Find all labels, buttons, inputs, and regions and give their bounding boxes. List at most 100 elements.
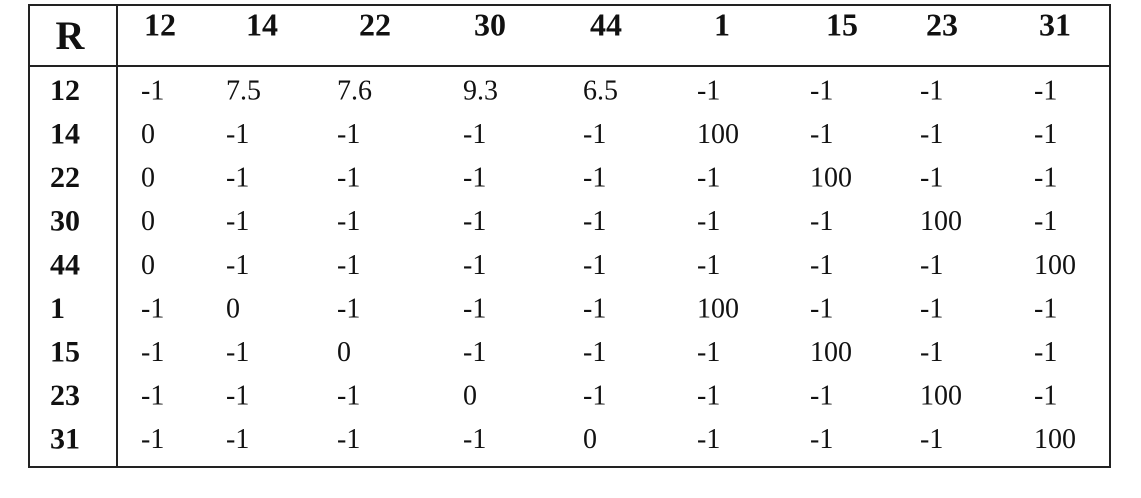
row-label: 44 [50, 248, 80, 281]
cell: -1 [226, 250, 249, 281]
cell: -1 [810, 250, 833, 281]
cell: -1 [697, 206, 720, 237]
cell: -1 [1034, 163, 1057, 194]
cell: 6.5 [583, 75, 618, 106]
cell: -1 [463, 293, 486, 324]
cell: -1 [463, 424, 486, 455]
cell: 100 [697, 293, 739, 324]
cell: -1 [1034, 337, 1057, 368]
row-label: 12 [50, 74, 80, 107]
column-header: 1 [714, 6, 730, 42]
cell: -1 [810, 206, 833, 237]
cell: -1 [226, 424, 249, 455]
cell: -1 [141, 381, 164, 412]
row-label: 23 [50, 379, 80, 412]
column-header: 30 [474, 6, 506, 42]
row-label: 15 [50, 335, 80, 368]
corner-label: R [56, 13, 86, 58]
cell: -1 [920, 337, 943, 368]
cell: -1 [697, 381, 720, 412]
cell: -1 [697, 424, 720, 455]
cell: -1 [463, 119, 486, 150]
cell: -1 [583, 381, 606, 412]
cell: 0 [583, 424, 597, 455]
cell: -1 [1034, 75, 1057, 106]
row-label: 14 [50, 117, 80, 150]
cell: -1 [920, 250, 943, 281]
column-header: 31 [1039, 6, 1071, 42]
cell: -1 [463, 163, 486, 194]
cell: 7.6 [337, 75, 372, 106]
cell: 100 [697, 119, 739, 150]
cell: -1 [337, 206, 360, 237]
cell: 0 [141, 119, 155, 150]
cell: -1 [1034, 381, 1057, 412]
cell: 100 [1034, 250, 1076, 281]
cell: 100 [810, 163, 852, 194]
cell: -1 [463, 206, 486, 237]
cell: -1 [583, 337, 606, 368]
cell: 100 [810, 337, 852, 368]
column-header: 23 [926, 6, 958, 42]
column-header: 22 [359, 6, 391, 42]
cell: -1 [697, 250, 720, 281]
cell: -1 [337, 381, 360, 412]
cell: 0 [463, 381, 477, 412]
column-header: 14 [246, 6, 278, 42]
cell: -1 [337, 424, 360, 455]
cell: -1 [226, 206, 249, 237]
cell: -1 [337, 250, 360, 281]
cell: -1 [810, 75, 833, 106]
cell: 0 [226, 293, 240, 324]
cell: 9.3 [463, 75, 498, 106]
cell: -1 [337, 293, 360, 324]
cell: -1 [226, 381, 249, 412]
cell: -1 [697, 337, 720, 368]
cell: -1 [337, 119, 360, 150]
cell: 100 [920, 381, 962, 412]
row-label: 22 [50, 161, 80, 194]
cell: 0 [337, 337, 351, 368]
cell: 100 [1034, 424, 1076, 455]
cell: -1 [810, 119, 833, 150]
cell: -1 [810, 381, 833, 412]
row-label: 31 [50, 423, 80, 456]
cell: 7.5 [226, 75, 261, 106]
cell: -1 [697, 75, 720, 106]
cell: -1 [463, 337, 486, 368]
cell: -1 [583, 119, 606, 150]
cell: -1 [583, 250, 606, 281]
cell: -1 [1034, 206, 1057, 237]
cell: -1 [920, 293, 943, 324]
row-label: 30 [50, 205, 80, 238]
cell: -1 [697, 163, 720, 194]
cell: -1 [226, 119, 249, 150]
cell: 0 [141, 250, 155, 281]
cell: -1 [226, 337, 249, 368]
cell: -1 [141, 293, 164, 324]
cell: -1 [583, 293, 606, 324]
table-border [28, 4, 1111, 468]
cell: -1 [337, 163, 360, 194]
cell: 0 [141, 163, 155, 194]
cell: -1 [810, 424, 833, 455]
cell: -1 [583, 206, 606, 237]
cell: -1 [141, 337, 164, 368]
cell: -1 [141, 424, 164, 455]
cell: -1 [920, 424, 943, 455]
cell: 0 [141, 206, 155, 237]
cell: -1 [810, 293, 833, 324]
column-header: 12 [144, 6, 176, 42]
cell: -1 [920, 163, 943, 194]
column-header: 15 [826, 6, 858, 42]
column-header: 44 [590, 6, 622, 42]
cell: 100 [920, 206, 962, 237]
cell: -1 [1034, 119, 1057, 150]
row-label: 1 [50, 292, 65, 325]
cell: -1 [1034, 293, 1057, 324]
cell: -1 [920, 119, 943, 150]
cell: -1 [920, 75, 943, 106]
cell: -1 [463, 250, 486, 281]
